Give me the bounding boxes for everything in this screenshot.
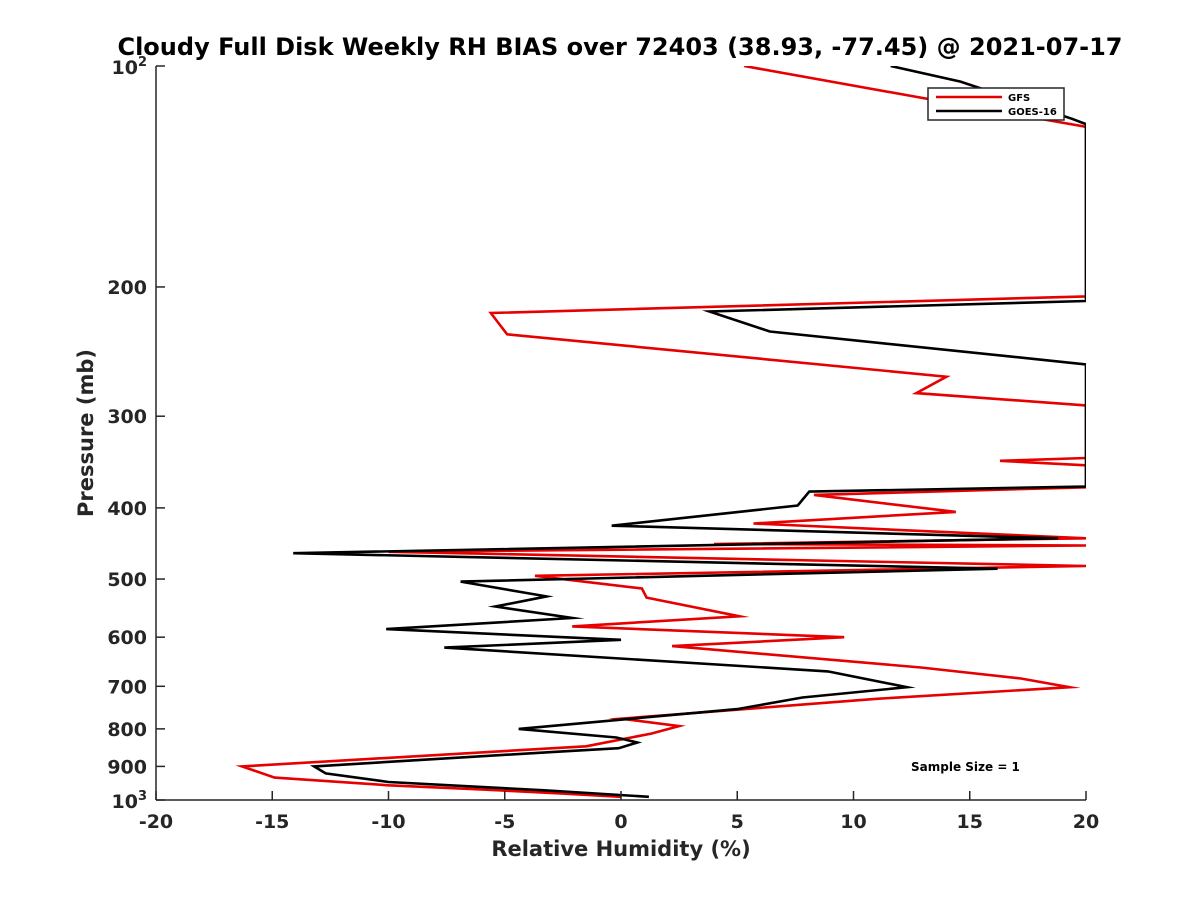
series-line-gfs bbox=[235, 66, 1086, 799]
legend: GFS GOES-16 bbox=[927, 87, 1065, 121]
sample-size-annotation: Sample Size = 1 bbox=[911, 760, 1020, 774]
legend-label-goes-16: GOES-16 bbox=[1008, 107, 1057, 118]
chart-title: Cloudy Full Disk Weekly RH BIAS over 724… bbox=[117, 33, 1122, 61]
y-tick-label: 700 bbox=[107, 676, 147, 698]
series-layer bbox=[235, 66, 1086, 799]
x-axis-label: Relative Humidity (%) bbox=[491, 837, 750, 861]
x-tick-label: 20 bbox=[1073, 811, 1099, 833]
y-tick-label: 800 bbox=[107, 719, 147, 741]
x-tick-label: -20 bbox=[139, 811, 173, 833]
x-tick-label: -15 bbox=[255, 811, 289, 833]
series-line-goes-16 bbox=[293, 66, 1086, 799]
x-tick-label: 0 bbox=[614, 811, 627, 833]
y-tick-label: 103 bbox=[112, 789, 148, 813]
x-tick-label: 15 bbox=[957, 811, 983, 833]
legend-label-gfs: GFS bbox=[1008, 93, 1030, 104]
y-tick-label: 300 bbox=[107, 406, 147, 428]
x-tick-label: 10 bbox=[840, 811, 866, 833]
y-tick-label: 102 bbox=[112, 55, 148, 79]
y-tick-label: 600 bbox=[107, 627, 147, 649]
x-tick-label: -5 bbox=[494, 811, 515, 833]
y-tick-label: 200 bbox=[107, 277, 147, 299]
y-ticks: 102 200 300 400 500 600 700 800 900 103 bbox=[107, 55, 165, 813]
plot-area bbox=[156, 66, 1086, 800]
y-tick-label: 400 bbox=[107, 498, 147, 520]
x-ticks: -20 -15 -10 -5 0 5 10 15 20 bbox=[139, 791, 1099, 833]
x-tick-label: -10 bbox=[371, 811, 405, 833]
y-tick-label: 500 bbox=[107, 569, 147, 591]
y-tick-label: 900 bbox=[107, 756, 147, 778]
legend-box bbox=[927, 87, 1065, 121]
y-axis-label: Pressure (mb) bbox=[74, 349, 98, 517]
x-tick-label: 5 bbox=[731, 811, 744, 833]
